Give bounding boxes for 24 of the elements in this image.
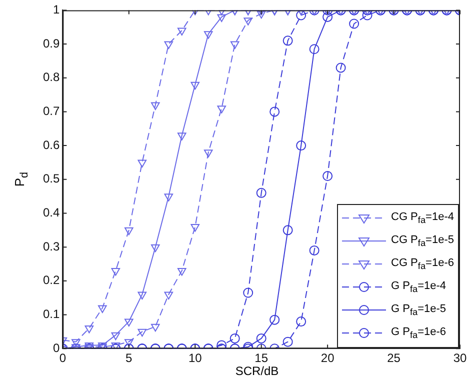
legend-label: G P$_{fa}$=1e-5: [391, 303, 446, 318]
y-tick-label: 0.9: [42, 36, 60, 50]
legend-label: G P$_{fa}$=1e-4: [391, 280, 446, 294]
y-tick-label: 0.8: [42, 70, 60, 84]
legend-label: CG P$_{fa}$=1e-6: [391, 257, 454, 272]
y-tick-label: 0.3: [42, 239, 60, 254]
x-tick-label: 15: [254, 351, 268, 366]
x-tick-label: 30: [453, 351, 467, 366]
y-tick-label: 0.4: [42, 206, 60, 220]
y-tick-label: 0.1: [42, 307, 60, 322]
x-tick-label: 20: [320, 351, 335, 366]
y-tick-label: 0.2: [42, 273, 60, 288]
x-tick-label: 25: [387, 351, 401, 366]
x-tick-label: 5: [126, 351, 133, 366]
legend-label: CG P$_{fa}$=1e-4: [391, 211, 454, 226]
legend-label: G P$_{fa}$=1e-6: [391, 326, 446, 340]
y-tick-label: 0.6: [42, 138, 60, 152]
legend-label: CG P$_{fa}$=1e-5: [391, 234, 454, 248]
y-tick-label: 0.7: [42, 104, 60, 118]
y-tick-label: 0: [52, 340, 60, 355]
x-tick-label: 10: [188, 351, 202, 366]
x-axis-title: SCR/dB: [234, 364, 280, 378]
y-tick-label: 1: [52, 2, 60, 17]
y-tick-label: 0.5: [42, 172, 60, 186]
